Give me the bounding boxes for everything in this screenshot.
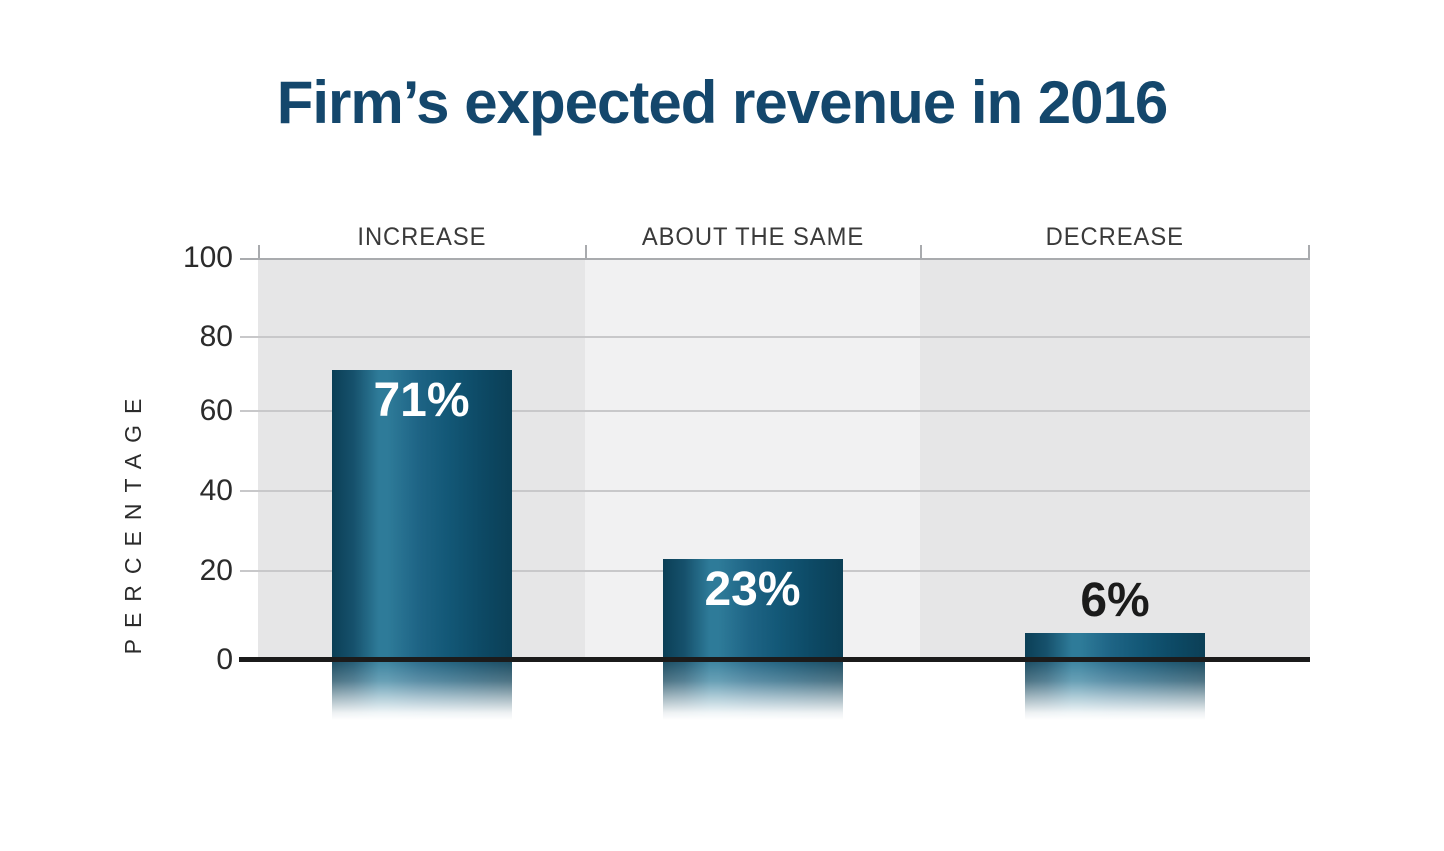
bar-about-the-same: [662, 559, 843, 660]
gridline-40: [240, 490, 1310, 492]
column-boundary-tick: [585, 245, 587, 258]
plot-top-border: [240, 258, 1310, 260]
bar-reflection: [331, 660, 512, 720]
y-tick-label: 80: [199, 320, 233, 353]
y-tick-label: 40: [199, 474, 233, 507]
category-header: INCREASE: [258, 214, 585, 250]
category-header-label: ABOUT THE SAME: [641, 223, 864, 251]
bar-value-label: 71%: [373, 374, 470, 428]
column-boundary-tick: [920, 245, 922, 258]
column-boundary-tick: [1308, 245, 1310, 258]
bar-value-label: 6%: [1080, 574, 1150, 628]
category-header-label: DECREASE: [1045, 223, 1185, 251]
chart-title: Firm’s expected revenue in 2016: [276, 69, 1169, 136]
bar-reflection: [1025, 660, 1205, 720]
bar-decrease: [1025, 633, 1205, 660]
bar-increase: [331, 370, 512, 660]
category-header: DECREASE: [920, 214, 1310, 250]
gridline-80: [240, 336, 1310, 338]
bar-reflection: [662, 660, 843, 720]
column-background-3: [920, 258, 1310, 660]
y-tick-label: 100: [182, 241, 233, 274]
column-boundary-tick: [258, 245, 260, 258]
gridline-60: [240, 410, 1310, 412]
plot-area: INCREASE ABOUT THE SAME DECREASE 71% 23% 6%: [240, 225, 1310, 720]
x-axis-baseline: [239, 657, 1310, 662]
category-header: ABOUT THE SAME: [585, 214, 920, 250]
y-tick-label: 20: [199, 554, 233, 587]
y-tick-label: 60: [199, 394, 233, 427]
category-header-label: INCREASE: [356, 223, 487, 251]
bar-value-label: 23%: [704, 563, 801, 616]
y-tick-label: 0: [216, 643, 233, 676]
